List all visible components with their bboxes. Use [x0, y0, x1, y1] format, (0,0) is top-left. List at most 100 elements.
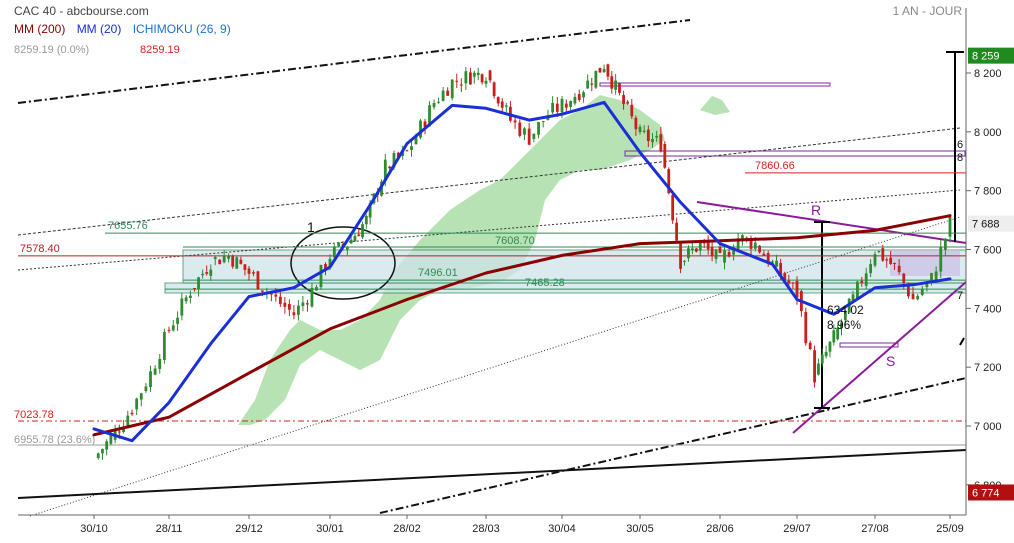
candle-body [943, 238, 947, 250]
candle-body [679, 242, 682, 269]
candle-body [667, 169, 671, 194]
candle-body [117, 431, 121, 433]
candle-body [239, 259, 243, 264]
candle-body [843, 310, 847, 321]
candle-body [753, 242, 757, 249]
candle-body [582, 92, 585, 98]
candle-body [804, 312, 808, 344]
candle-body [630, 104, 634, 117]
candle-body [736, 238, 740, 251]
level-label: 7860.66 [755, 160, 795, 172]
candle-body [840, 322, 843, 329]
indicator-legend: MM (200) MM (20) ICHIMOKU (26, 9) [14, 22, 231, 36]
candle-body [464, 71, 468, 84]
candle-body [122, 426, 125, 433]
candle-body [310, 287, 314, 307]
candle-body [450, 79, 454, 99]
candle-body [594, 70, 598, 88]
candle-body [96, 453, 100, 459]
candle-body [144, 386, 148, 392]
support-label: S [886, 353, 895, 369]
candle-body [227, 255, 231, 259]
candle-body [663, 143, 667, 168]
candle-body [383, 159, 387, 181]
candle-body [201, 273, 205, 276]
candle-body [675, 222, 679, 241]
candle-body [869, 264, 873, 274]
candle-body [231, 256, 235, 267]
candle-body [428, 105, 431, 127]
level-label: 7465.28 [525, 277, 565, 289]
badge-low-price: 6 774 [972, 487, 1000, 499]
candle-body [775, 260, 778, 267]
candle-body [877, 250, 881, 252]
candle-body [893, 262, 896, 264]
candle-body [193, 287, 196, 289]
candle-body [690, 248, 694, 251]
side-label-8: 8 [957, 152, 963, 164]
candle-body [459, 84, 463, 86]
candle-body [523, 128, 526, 135]
candle-body [646, 129, 650, 142]
lavender-zone [890, 250, 960, 276]
candle-body [364, 215, 368, 225]
candle-body [476, 72, 480, 76]
candle-body [930, 273, 933, 281]
resistance-label: R [811, 202, 821, 218]
candle-body [287, 304, 291, 310]
candle-body [706, 241, 710, 250]
candle-body [349, 239, 353, 244]
candle-body [278, 296, 282, 304]
move-value-label: 634.02 [827, 303, 864, 317]
candle-body [771, 261, 774, 263]
candle-body [162, 331, 166, 361]
candle-body [873, 254, 877, 266]
level-label: 7578.40 [20, 243, 60, 255]
candle-body [527, 128, 531, 145]
badge-top-price-bg [968, 47, 1014, 64]
candle-body [396, 152, 400, 158]
candle-body [158, 358, 162, 369]
x-tick-label: 28/03 [472, 523, 500, 535]
candle-body [659, 134, 663, 152]
y-tick-label: 7 600 [974, 245, 1002, 257]
y-tick-label: 8 200 [974, 68, 1002, 80]
candle-body [791, 282, 795, 284]
side-label-7: 7 [957, 290, 963, 302]
trend-dotted-1 [17, 127, 961, 236]
purple-box-top [599, 82, 831, 87]
candle-body [934, 271, 938, 281]
triangle-resistance [696, 201, 967, 244]
candle-body [741, 235, 744, 240]
candle-body [824, 351, 828, 357]
candle-body [920, 289, 924, 295]
candle-body [405, 150, 409, 152]
candle-body [577, 94, 581, 100]
candle-body [634, 117, 638, 130]
candle-body [149, 371, 152, 388]
x-tick-label: 27/08 [861, 523, 889, 535]
candle-body [710, 247, 714, 257]
candle-body [864, 273, 868, 286]
candle-body [261, 290, 264, 292]
candle-body [296, 305, 300, 315]
legend-ichimoku: ICHIMOKU (26, 9) [132, 22, 231, 36]
candle-body [851, 294, 855, 302]
ichimoku-cloud-small [700, 96, 730, 115]
level-label: 7655.76 [108, 220, 148, 232]
candle-body [332, 246, 336, 258]
candle-body [135, 398, 139, 410]
candle-body [907, 283, 910, 297]
candle-body [472, 72, 476, 77]
candle-body [832, 330, 836, 343]
candle-body [718, 246, 722, 253]
candle-body [423, 121, 427, 128]
candle-body [153, 368, 157, 375]
candle-body [727, 252, 731, 257]
candle-body [484, 80, 488, 84]
candle-body [319, 264, 323, 288]
candle-body [939, 247, 943, 272]
candle-body [480, 74, 484, 83]
candle-body [446, 90, 450, 96]
candle-body [714, 249, 718, 259]
